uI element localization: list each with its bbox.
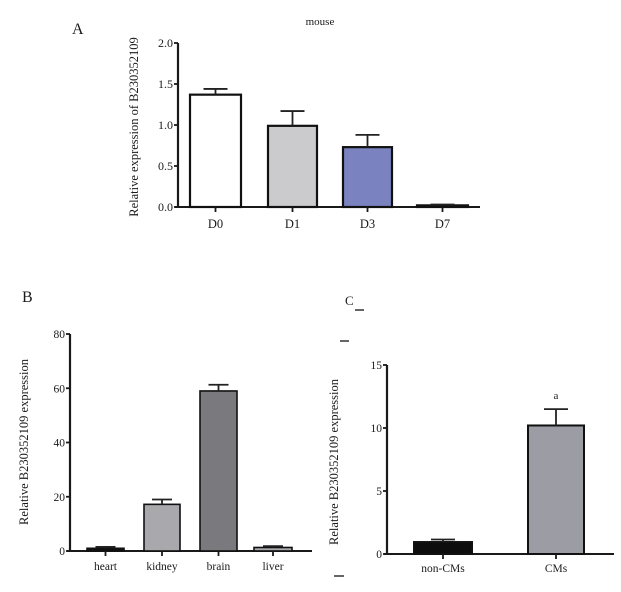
x-tick-label: heart	[94, 561, 118, 573]
y-tick-label: 0.0	[158, 200, 173, 214]
significance-label: a	[554, 390, 559, 402]
x-tick-label: non-CMs	[421, 563, 465, 575]
chart-b-ylabel: Relative B230352109 expression	[17, 358, 31, 525]
chart-a-ylabel: Relative expression of B230352109	[127, 37, 141, 217]
bar-liver	[253, 546, 293, 552]
y-tick-label: 0	[376, 549, 382, 561]
bar-d0	[188, 93, 243, 209]
y-tick-label: 1.5	[158, 77, 173, 91]
y-tick-label: 2.0	[158, 36, 173, 50]
y-tick-label: 0.5	[158, 159, 173, 173]
chart-panel-b: Relative B230352109 expression 0 20 40 60 80…	[17, 329, 312, 573]
y-tick-label: 5	[376, 486, 382, 498]
bar-non-cms	[413, 541, 473, 556]
y-tick-label: 15	[371, 360, 383, 372]
y-tick-label: 80	[54, 329, 66, 341]
bar-cms	[527, 424, 585, 556]
chart-panel-c: Relative B230352109 expression 0 5 10 15 non…	[327, 309, 614, 577]
x-tick-label: brain	[207, 561, 231, 573]
x-tick-label: CMs	[545, 563, 568, 575]
chart-a-title: mouse	[306, 16, 335, 28]
x-tick-label: D0	[208, 217, 223, 231]
y-tick-label: 60	[54, 383, 66, 395]
x-tick-label: liver	[262, 561, 283, 573]
y-tick-label: 20	[54, 492, 66, 504]
y-tick-label: 40	[54, 438, 66, 450]
panel-label-c: C	[345, 293, 354, 308]
y-tick-label: 1.0	[158, 118, 173, 132]
bar-d7	[415, 204, 470, 209]
chart-panel-a: mouse Relative expression of B230352109 …	[127, 16, 480, 231]
y-tick-label: 10	[371, 423, 383, 435]
bar-kidney	[143, 503, 181, 552]
x-tick-label: kidney	[146, 561, 178, 573]
panel-label-a: A	[72, 21, 84, 38]
x-tick-label: D3	[360, 217, 375, 231]
bar-d1	[266, 124, 319, 209]
bar-brain	[199, 390, 238, 552]
panel-label-b: B	[22, 289, 33, 306]
chart-c-ylabel: Relative B230352109 expression	[327, 378, 341, 545]
bar-heart	[86, 547, 125, 552]
y-tick-label: 0	[59, 546, 65, 558]
x-tick-label: D7	[435, 217, 450, 231]
bar-d3	[341, 146, 394, 209]
x-tick-label: D1	[285, 217, 300, 231]
